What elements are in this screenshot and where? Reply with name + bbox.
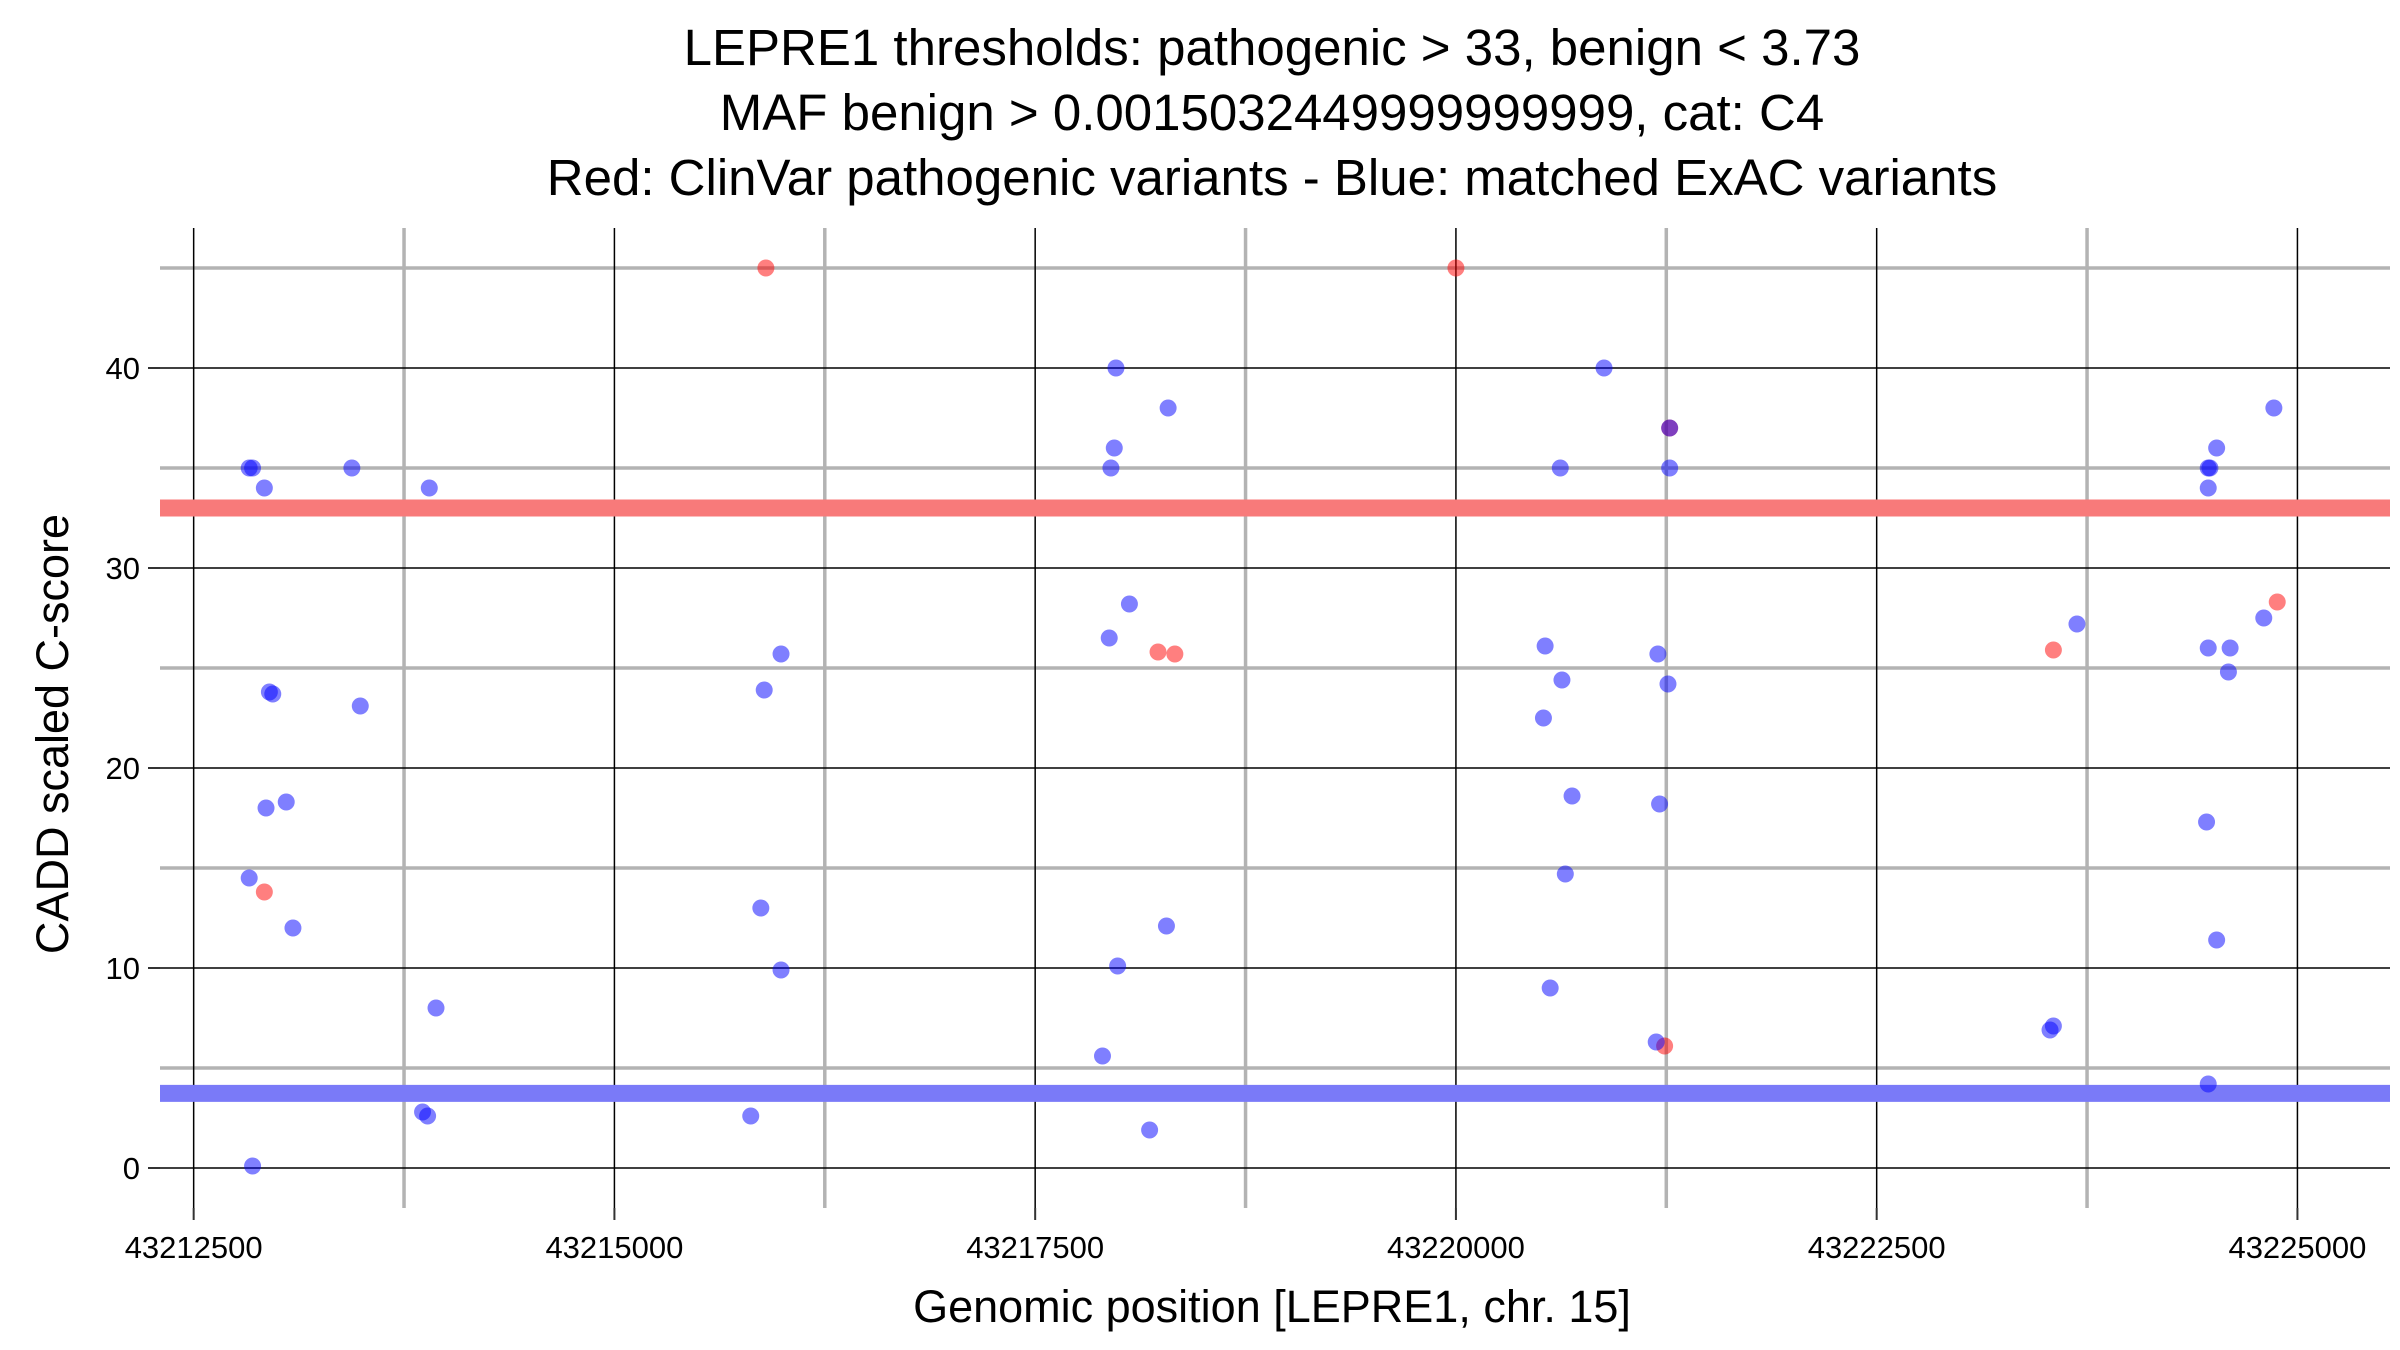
data-point (757, 259, 775, 277)
x-tick-label: 43225000 (2228, 1230, 2366, 1265)
data-point (1661, 419, 1679, 437)
data-point (1647, 1033, 1665, 1051)
data-point (1159, 399, 1177, 417)
data-point (244, 1157, 262, 1175)
data-point (1107, 359, 1125, 377)
y-tick-label: 0 (123, 1151, 140, 1186)
data-point (772, 645, 790, 663)
chart-title-line-2: MAF benign > 0.0015032449999999999, cat:… (720, 84, 1824, 141)
data-point (420, 479, 438, 497)
data-point (1563, 787, 1581, 805)
y-tick-label: 30 (106, 551, 140, 586)
data-point (752, 899, 770, 917)
data-point (755, 681, 773, 699)
data-point (1166, 645, 1184, 663)
chart-title-line-1: LEPRE1 thresholds: pathogenic > 33, beni… (684, 19, 1861, 76)
data-point (351, 697, 369, 715)
data-point (2199, 639, 2217, 657)
data-point (255, 479, 273, 497)
data-point (264, 685, 282, 703)
data-points (240, 259, 2286, 1175)
data-point (2198, 813, 2216, 831)
data-point (240, 869, 258, 887)
data-point (2221, 639, 2239, 657)
data-point (1120, 595, 1138, 613)
data-point (2265, 399, 2283, 417)
minor-gridlines (160, 228, 2390, 1208)
data-point (255, 883, 273, 901)
data-point (2041, 1021, 2059, 1039)
y-tick-label: 20 (106, 751, 140, 786)
major-gridlines (160, 228, 2390, 1208)
y-axis-title: CADD scaled C-score (27, 514, 78, 954)
x-tick-label: 43222500 (1808, 1230, 1946, 1265)
data-point (1157, 917, 1175, 935)
y-axis: 0 10 20 30 40 (106, 351, 160, 1186)
data-point (1447, 259, 1465, 277)
data-point (343, 459, 361, 477)
data-point (1093, 1047, 1111, 1065)
data-point (1109, 957, 1127, 975)
data-point (1100, 629, 1118, 647)
data-point (1541, 979, 1559, 997)
data-point (1102, 459, 1120, 477)
x-tick-label: 43215000 (545, 1230, 683, 1265)
x-axis: 43212500 43215000 43217500 43220000 43222500… (125, 1208, 2366, 1265)
data-point (2208, 931, 2226, 949)
data-point (2199, 479, 2217, 497)
chart-title: LEPRE1 thresholds: pathogenic > 33, beni… (547, 19, 1997, 206)
data-point (742, 1107, 760, 1125)
y-tick-label: 40 (106, 351, 140, 386)
data-point (2255, 609, 2273, 627)
data-point (772, 961, 790, 979)
data-point (1595, 359, 1613, 377)
data-point (2268, 593, 2286, 611)
data-point (1649, 645, 1667, 663)
data-point (2219, 663, 2237, 681)
data-point (1536, 637, 1554, 655)
x-tick-label: 43220000 (1387, 1230, 1525, 1265)
data-point (1149, 643, 1167, 661)
data-point (277, 793, 295, 811)
data-point (2201, 459, 2219, 477)
data-point (2068, 615, 2086, 633)
x-axis-title: Genomic position [LEPRE1, chr. 15] (913, 1281, 1631, 1332)
data-point (2044, 641, 2062, 659)
x-tick-label: 43217500 (966, 1230, 1104, 1265)
threshold-lines (160, 499, 2390, 1102)
data-point (1551, 459, 1569, 477)
data-point (1661, 459, 1679, 477)
data-point (427, 999, 445, 1017)
data-point (1651, 795, 1669, 813)
data-point (2199, 1075, 2217, 1093)
data-point (284, 919, 302, 937)
x-tick-label: 43212500 (125, 1230, 263, 1265)
data-point (2208, 439, 2226, 457)
data-point (1553, 671, 1571, 689)
data-point (419, 1107, 437, 1125)
data-point (1141, 1121, 1159, 1139)
data-point (1556, 865, 1574, 883)
data-point (1534, 709, 1552, 727)
y-tick-label: 10 (106, 951, 140, 986)
data-point (257, 799, 275, 817)
data-point (244, 459, 262, 477)
data-point (1105, 439, 1123, 457)
chart-title-line-3: Red: ClinVar pathogenic variants - Blue:… (547, 149, 1997, 206)
data-point (1659, 675, 1677, 693)
